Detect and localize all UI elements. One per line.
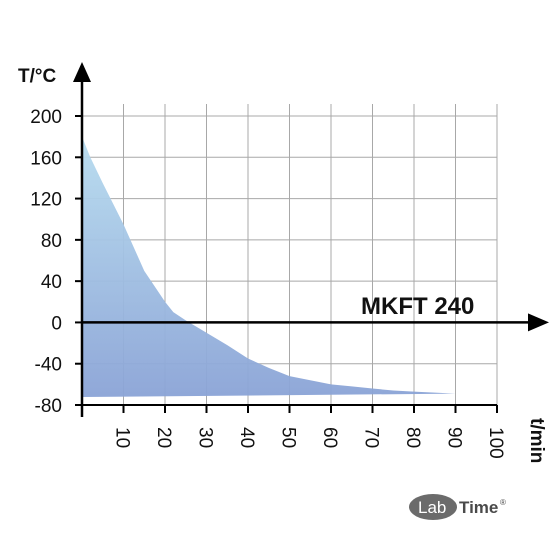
x-tick-label: 90 (444, 427, 465, 448)
x-tick-label: 10 (112, 427, 133, 448)
cooling-curve-area (82, 136, 456, 397)
y-tick-label: 120 (30, 190, 62, 211)
y-axis-arrow-icon (73, 62, 91, 82)
x-tick-label: 40 (236, 427, 257, 448)
y-tick-label: 80 (41, 231, 62, 252)
area-series (82, 136, 456, 397)
y-tick-label: 0 (51, 313, 62, 334)
y-tick-label: 160 (30, 148, 62, 169)
y-tick-label: -40 (35, 355, 62, 376)
y-tick-label: -80 (35, 396, 62, 417)
y-axis-title: T/°C (18, 66, 56, 87)
x-tick-label: 60 (319, 427, 340, 448)
x-tick-label: 70 (361, 427, 382, 448)
y-tick-label: 40 (41, 272, 62, 293)
axes (73, 62, 549, 417)
x-axis-arrow-icon (528, 313, 549, 332)
logo-lab-text: Lab (418, 498, 446, 517)
labtime-logo: Lab Time ® (409, 494, 506, 520)
x-tick-label: 20 (153, 427, 174, 448)
x-tick-label: 100 (485, 427, 506, 459)
y-tick-label: 200 (30, 107, 62, 128)
logo-registered-mark: ® (500, 498, 506, 507)
x-tick-label: 50 (278, 427, 299, 448)
x-axis-title: t/min (526, 418, 547, 463)
x-tick-label: 30 (195, 427, 216, 448)
y-tick-labels: 200 160 120 80 40 0 -40 -80 (30, 107, 82, 417)
logo-time-text: Time (459, 498, 498, 517)
chart-annotation: MKFT 240 (361, 293, 474, 320)
x-tick-label: 80 (402, 427, 423, 448)
x-tick-labels: 10 20 30 40 50 60 70 80 90 100 (112, 405, 506, 459)
